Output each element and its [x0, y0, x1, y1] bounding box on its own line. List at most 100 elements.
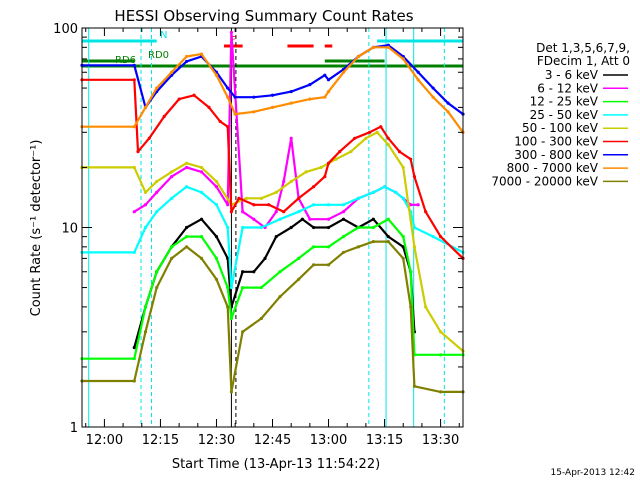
x-axis: 12:00 12:15 12:30 12:45 13:00 13:15 13:30 — [85, 28, 460, 448]
series-point — [289, 89, 293, 94]
x-tick-label: 12:30 — [198, 433, 235, 448]
series-point — [356, 54, 361, 59]
series-point — [311, 245, 316, 249]
series-point — [326, 263, 331, 267]
legend-label: 25 - 50 keV — [530, 108, 599, 122]
series-point — [424, 210, 428, 214]
series-point — [438, 330, 443, 334]
series-point — [199, 256, 204, 261]
series-line — [133, 218, 416, 348]
series-point — [431, 95, 435, 99]
series-point — [278, 270, 282, 274]
series-point — [401, 196, 405, 200]
legend: Det 1,3,5,6,7,9, FDecim 1, Att 0 3 - 6 k… — [491, 41, 630, 188]
series-point — [229, 285, 234, 290]
x-tick-label: 13:30 — [422, 433, 459, 448]
series-point — [409, 270, 413, 274]
series-point — [155, 270, 159, 274]
series-point — [375, 130, 379, 134]
legend-label: 3 - 6 keV — [545, 68, 599, 82]
series-point — [323, 174, 327, 179]
series-point — [334, 157, 338, 161]
series-point — [155, 190, 159, 194]
series-line — [82, 185, 464, 289]
y-axis-label: Count Rate (s⁻¹ detector⁻¹) — [29, 140, 44, 317]
series-point — [233, 112, 237, 116]
series-point — [371, 45, 375, 49]
series-point — [416, 203, 420, 207]
series-point — [252, 110, 256, 114]
series-point — [132, 63, 136, 67]
flag-label-n: N — [160, 30, 167, 41]
series-point — [386, 143, 390, 147]
series-point — [371, 217, 375, 221]
series-point — [274, 190, 278, 194]
series-point — [289, 136, 293, 140]
series-point — [270, 93, 275, 97]
series-point — [386, 239, 390, 244]
series-point — [244, 196, 248, 200]
series-point — [214, 185, 219, 189]
legend-label: 12 - 25 keV — [530, 95, 599, 109]
series-point — [438, 353, 443, 357]
series-point — [184, 165, 189, 170]
series-point — [155, 179, 159, 184]
series-point — [252, 203, 256, 207]
series-point — [409, 157, 413, 161]
series-point — [263, 256, 267, 261]
series-point — [446, 101, 450, 105]
series-point — [311, 225, 316, 230]
series-point — [199, 190, 204, 194]
x-tick-label: 12:15 — [142, 433, 179, 448]
series-point — [326, 161, 331, 165]
series-point — [214, 277, 219, 281]
series-point — [412, 174, 417, 179]
series-point — [270, 105, 275, 109]
series-point — [401, 165, 405, 170]
series-point — [226, 86, 230, 90]
legend-header-2: FDecim 1, Att 0 — [537, 54, 630, 68]
series-point — [412, 384, 417, 388]
series-point — [412, 225, 417, 230]
series-point — [192, 93, 196, 97]
x-axis-label: Start Time (13-Apr-13 11:54:22) — [172, 457, 380, 472]
series-point — [353, 136, 357, 140]
series-point — [341, 250, 346, 255]
series-point — [226, 95, 230, 99]
x-tick-label: 12:00 — [86, 433, 123, 448]
series-point — [155, 285, 159, 290]
series-point — [278, 217, 282, 221]
series-point — [170, 196, 174, 200]
series-point — [379, 125, 383, 129]
series-point — [252, 270, 256, 274]
y-tick-label: 10 — [61, 222, 78, 237]
series-point — [143, 190, 148, 194]
series-point — [184, 161, 189, 165]
series-point — [259, 316, 263, 321]
series-point — [289, 101, 293, 105]
series-point — [394, 190, 398, 194]
series-point — [341, 70, 346, 74]
series-point — [147, 136, 151, 140]
series-point — [401, 235, 405, 239]
series-point — [289, 179, 293, 184]
series-point — [401, 245, 405, 249]
x-tick-label: 13:00 — [310, 433, 347, 448]
series-point — [229, 316, 234, 321]
series-point — [229, 30, 234, 35]
y-tick-label: 1 — [70, 421, 78, 436]
series-point — [278, 295, 282, 299]
series-point — [237, 196, 241, 200]
series-point — [170, 170, 174, 174]
series-point — [326, 225, 331, 230]
series-point — [177, 97, 181, 101]
series-point — [446, 110, 450, 114]
series-point — [341, 235, 346, 239]
series-point — [170, 70, 174, 74]
series-point — [241, 285, 245, 290]
series-point — [170, 245, 174, 249]
series-point — [326, 203, 331, 207]
plot-frame — [81, 27, 464, 428]
series-point — [229, 390, 234, 394]
series-point — [184, 54, 189, 59]
